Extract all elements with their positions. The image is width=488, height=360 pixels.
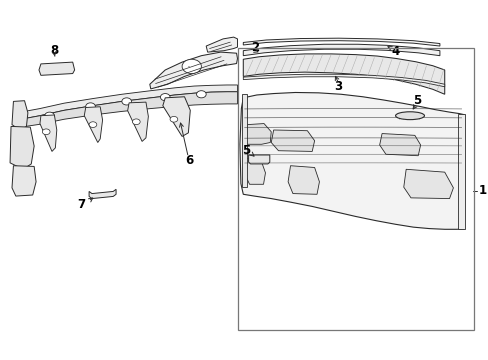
Polygon shape [20, 85, 237, 119]
Text: 1: 1 [477, 184, 486, 197]
Text: 2: 2 [250, 41, 258, 54]
Circle shape [42, 129, 50, 135]
Text: 3: 3 [334, 80, 342, 93]
Polygon shape [163, 97, 190, 136]
Polygon shape [287, 166, 319, 194]
Polygon shape [12, 101, 28, 130]
Polygon shape [206, 37, 237, 52]
Polygon shape [403, 169, 452, 199]
Polygon shape [243, 74, 444, 87]
Circle shape [122, 98, 131, 105]
Polygon shape [244, 158, 265, 184]
Polygon shape [84, 107, 102, 143]
Polygon shape [40, 115, 57, 152]
Circle shape [132, 119, 140, 125]
Polygon shape [149, 52, 237, 89]
Polygon shape [10, 126, 34, 169]
Text: 6: 6 [185, 154, 193, 167]
Polygon shape [20, 92, 237, 127]
Circle shape [160, 94, 170, 101]
Polygon shape [271, 130, 314, 152]
Polygon shape [245, 123, 271, 144]
Text: 7: 7 [78, 198, 85, 211]
Polygon shape [12, 166, 36, 196]
Polygon shape [248, 155, 269, 164]
Polygon shape [39, 62, 75, 75]
Circle shape [45, 112, 54, 119]
Text: 4: 4 [391, 45, 399, 58]
Polygon shape [379, 134, 420, 156]
Text: 8: 8 [50, 44, 59, 57]
Ellipse shape [395, 112, 424, 120]
Text: 5: 5 [241, 144, 249, 157]
Circle shape [182, 59, 201, 73]
Bar [238, 48, 473, 330]
Circle shape [89, 122, 97, 127]
Circle shape [85, 103, 95, 110]
Circle shape [196, 91, 206, 98]
Polygon shape [243, 54, 444, 94]
Polygon shape [243, 44, 439, 56]
Circle shape [170, 116, 178, 122]
Polygon shape [243, 38, 439, 46]
Polygon shape [457, 113, 464, 229]
Text: 5: 5 [412, 94, 420, 107]
Polygon shape [89, 189, 116, 199]
Polygon shape [127, 102, 148, 141]
Polygon shape [242, 94, 246, 187]
Polygon shape [240, 93, 463, 229]
